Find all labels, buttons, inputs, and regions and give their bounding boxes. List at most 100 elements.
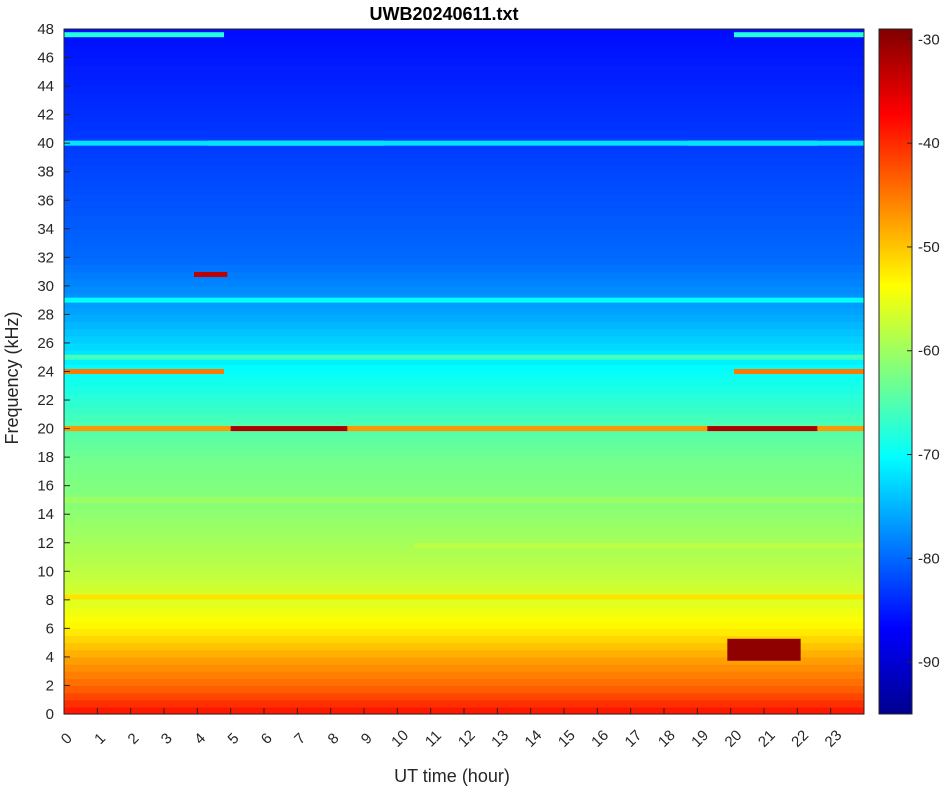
- x-tick-label: 2: [125, 730, 143, 748]
- spectrogram-band: [64, 671, 864, 679]
- colorbar-tick-label: -40: [918, 135, 940, 152]
- x-tick-label: 22: [788, 727, 812, 751]
- spectrogram-band: [64, 178, 864, 187]
- spectrogram-band: [64, 307, 864, 316]
- spectrogram-feature: [194, 271, 228, 277]
- chart-title: UWB20240611.txt: [369, 4, 518, 24]
- spectrogram-band: [64, 478, 864, 487]
- spectrogram-band: [64, 293, 864, 301]
- x-tick-label: 15: [555, 727, 579, 751]
- spectrogram-band: [64, 664, 864, 672]
- spectrogram-band: [64, 635, 864, 644]
- spectrogram-feature: [707, 426, 818, 432]
- y-tick-label: 40: [37, 135, 54, 152]
- y-tick-label: 28: [37, 306, 54, 323]
- spectrogram-band: [64, 557, 864, 565]
- x-tick-label: 11: [422, 727, 445, 750]
- spectrogram-band: [64, 364, 864, 373]
- spectrogram-band: [64, 107, 864, 116]
- spectrogram-band: [64, 621, 864, 629]
- y-tick-label: 24: [37, 364, 54, 381]
- spectrogram-band: [64, 514, 864, 522]
- spectrogram-band: [64, 485, 864, 494]
- spectrogram-feature: [64, 426, 864, 432]
- colorbar-tick-label: -70: [918, 447, 940, 464]
- spectrogram-features: [64, 32, 864, 661]
- spectrogram-band: [64, 29, 864, 37]
- spectrogram-band: [64, 228, 864, 237]
- spectrogram-band: [64, 121, 864, 130]
- y-tick-label: 14: [37, 506, 54, 523]
- spectrogram-feature: [414, 543, 864, 549]
- y-tick-label: 42: [37, 107, 54, 124]
- x-tick-label: 17: [622, 727, 646, 751]
- spectrogram-band: [64, 392, 864, 401]
- spectrogram-band: [64, 221, 864, 230]
- spectrogram-band: [64, 243, 864, 251]
- x-tick-label: 5: [225, 730, 243, 748]
- spectrogram-band: [64, 285, 864, 294]
- spectrogram-band: [64, 143, 864, 151]
- spectrogram-band: [64, 449, 864, 458]
- spectrogram-band: [64, 385, 864, 394]
- x-tick-label: 12: [455, 727, 479, 751]
- spectrogram-band: [64, 207, 864, 216]
- spectrogram-band: [64, 535, 864, 544]
- x-tick-label: 19: [688, 727, 712, 751]
- spectrogram-feature: [64, 297, 864, 303]
- spectrogram-band: [64, 599, 864, 608]
- spectrogram-band: [64, 93, 864, 101]
- spectrogram-band: [64, 507, 864, 515]
- spectrogram-band: [64, 43, 864, 52]
- x-tick-label: 23: [822, 727, 846, 751]
- spectrogram-band: [64, 492, 864, 501]
- spectrogram-band: [64, 328, 864, 337]
- spectrogram-feature: [64, 369, 224, 374]
- y-tick-label: 2: [46, 677, 54, 694]
- y-axis: 0246810121416182022242628303234363840424…: [37, 21, 70, 723]
- spectrogram-band: [64, 585, 864, 594]
- colorbar-tick-label: -90: [918, 654, 940, 671]
- spectrogram-band: [64, 414, 864, 423]
- spectrogram-feature: [64, 140, 864, 146]
- spectrogram-band: [64, 521, 864, 530]
- y-tick-label: 44: [37, 78, 54, 95]
- colorbar-tick-label: -80: [918, 550, 940, 567]
- spectrogram-band: [64, 421, 864, 430]
- spectrogram-feature: [734, 369, 864, 374]
- y-tick-label: 6: [46, 620, 54, 637]
- x-tick-label: 21: [755, 727, 779, 751]
- y-tick-label: 12: [37, 535, 54, 552]
- y-tick-label: 30: [37, 278, 54, 295]
- spectrogram-band: [64, 257, 864, 266]
- x-tick-label: 14: [522, 727, 546, 751]
- spectrogram-band: [64, 549, 864, 558]
- spectrogram-band: [64, 400, 864, 408]
- spectrogram-feature: [64, 594, 864, 600]
- x-tick-label: 9: [358, 730, 376, 748]
- spectrogram-background: [64, 29, 864, 715]
- spectrogram-band: [64, 649, 864, 658]
- spectrogram-band: [64, 692, 864, 701]
- spectrogram-band: [64, 407, 864, 415]
- spectrogram-band: [64, 435, 864, 444]
- x-tick-label: 3: [158, 730, 176, 748]
- spectrogram-band: [64, 314, 864, 323]
- spectrogram-band: [64, 335, 864, 344]
- spectrogram-band: [64, 271, 864, 280]
- spectrogram-band: [64, 36, 864, 44]
- y-tick-label: 0: [46, 706, 54, 723]
- y-tick-label: 32: [37, 249, 54, 266]
- x-tick-label: 18: [655, 727, 679, 751]
- spectrogram-band: [64, 136, 864, 144]
- spectrogram-band: [64, 606, 864, 615]
- spectrogram-band: [64, 371, 864, 380]
- spectrogram-band: [64, 614, 864, 622]
- y-axis-label: Frequency (kHz): [2, 311, 22, 444]
- spectrogram-band: [64, 128, 864, 137]
- spectrogram-band: [64, 86, 864, 94]
- spectrogram-band: [64, 699, 864, 708]
- spectrogram-feature: [230, 426, 348, 432]
- x-tick-label: 7: [291, 730, 309, 748]
